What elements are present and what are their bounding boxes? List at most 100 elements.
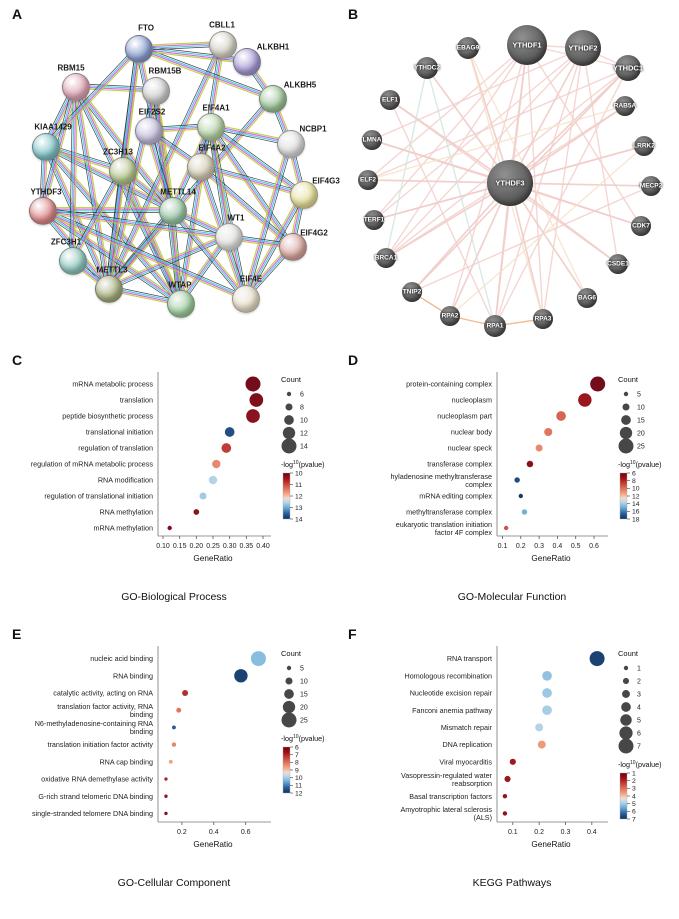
node-label-mettl3: METTL3: [96, 265, 128, 275]
edge: [169, 211, 244, 300]
legend-count-value: 10: [300, 418, 308, 425]
data-dot-9: [503, 525, 509, 531]
network-node-mettl3: [95, 275, 123, 303]
node-label-ythdf1: YTHDF1: [512, 40, 542, 50]
edge: [211, 123, 305, 193]
legend-count-value: 7: [637, 744, 641, 751]
legend-count-value: 20: [300, 705, 308, 712]
node-label-rpa3: RPA3: [534, 315, 552, 323]
category-label: translation initiation factor activity: [48, 740, 154, 749]
category-label: Homologous recombination: [405, 671, 493, 680]
legend-color-value: 5: [632, 801, 636, 808]
edge: [526, 44, 642, 227]
x-axis-title: GeneRatio: [531, 840, 571, 849]
node-label-ythdf2: YTHDF2: [568, 43, 598, 53]
category-label: single-stranded telomere DNA binding: [32, 809, 153, 818]
category-label: factor 4F complex: [435, 528, 493, 537]
legend-count-bubble: [620, 714, 632, 726]
edge: [201, 163, 294, 245]
go-mf-plot-area: 0.1 0.2 0.3 0.4 0.5 0.6 protein-containing com…: [347, 366, 677, 581]
network-node-rpa1: [484, 315, 506, 337]
legend-pvalue-title: -log10(pvalue): [281, 734, 325, 743]
legend-count-bubble: [286, 391, 292, 397]
edge: [542, 47, 584, 320]
node-label-alkbh1: ALKBH1: [256, 42, 290, 52]
legend-pvalue-title: -log10(pvalue): [618, 460, 662, 469]
network-node-ythdc2: [416, 57, 438, 79]
x-tick-label: 0.2: [516, 543, 526, 550]
network-node-ebag9: [457, 37, 479, 59]
edge: [123, 48, 141, 171]
dotplot-svg-go_bp: 0.10 0.15 0.20 0.25 0.30 0.35 0.40 mRNA metabol…: [31, 372, 325, 563]
node-label-ythdc1: YTHDC1: [612, 63, 644, 73]
legend-count-value: 5: [637, 718, 641, 725]
category-label: oxidative RNA demethylase activity: [41, 775, 153, 784]
go-mf-dotplot: 0.1 0.2 0.3 0.4 0.5 0.6 protein-containing com…: [347, 366, 677, 603]
node-label-wtap: WTAP: [168, 280, 192, 290]
edge: [119, 47, 136, 170]
node-label-rbm15: RBM15: [57, 63, 85, 73]
network-node-eif4g2: [279, 233, 307, 261]
category-label: eukaryotic translation initiation: [396, 520, 492, 529]
data-dot-9: [502, 811, 508, 816]
network-node-fto: [125, 35, 153, 63]
x-tick-label: 0.3: [534, 543, 544, 550]
legend-color-value: 10: [295, 470, 303, 477]
category-label: protein-containing complex: [406, 380, 492, 389]
legend-count-bubble: [618, 738, 634, 754]
category-label: Vasopressin-regulated water: [401, 771, 493, 780]
legend-count-value: 4: [637, 705, 641, 712]
edge: [108, 98, 274, 289]
legend-count-bubble: [623, 665, 629, 671]
legend-count-value: 5: [300, 666, 304, 673]
go-mf-title: GO-Molecular Function: [457, 591, 567, 603]
go-bp-dotplot: 0.10 0.15 0.20 0.25 0.30 0.35 0.40 mRNA metabol…: [8, 366, 340, 603]
panel-label-f: F: [348, 626, 357, 642]
edge: [106, 233, 228, 287]
category-label: nuclear speck: [448, 444, 493, 453]
legend-count-bubble: [621, 415, 631, 425]
go-bp-plot-area: 0.10 0.15 0.20 0.25 0.30 0.35 0.40 mRNA metabol…: [8, 366, 340, 581]
edge: [42, 207, 247, 297]
legend-color-value: 6: [632, 470, 636, 477]
category-label: mRNA editing complex: [419, 492, 492, 501]
node-label-brca1: BRCA1: [374, 254, 398, 262]
category-label: binding: [130, 710, 153, 719]
go-bp-title: GO-Biological Process: [121, 591, 227, 603]
data-dot-4: [535, 444, 543, 452]
legend-color-bar: [282, 472, 291, 520]
edge: [42, 208, 293, 246]
edge: [367, 105, 626, 181]
legend-color-value: 6: [295, 744, 299, 751]
go-cc-dotplot: 0.2 0.4 0.6 nucleic acid binding RNA binding…: [8, 640, 340, 889]
edge: [41, 210, 292, 248]
legend-pvalue-title: -log10(pvalue): [281, 460, 325, 469]
legend-color-value: 16: [632, 509, 640, 516]
edge: [389, 99, 496, 327]
edge: [43, 146, 180, 304]
x-axis-title: GeneRatio: [193, 554, 233, 563]
node-label-cbll1: CBLL1: [209, 20, 235, 30]
legend-count-bubble: [282, 700, 296, 714]
edge: [509, 182, 544, 320]
data-dot-7: [504, 775, 511, 783]
legend-count-bubble: [622, 403, 630, 411]
network-node-rpa2: [440, 306, 460, 326]
category-label: Basal transcription factors: [409, 792, 492, 801]
panel-label-c: C: [12, 352, 23, 368]
node-label-mettl14: METTL14: [160, 187, 196, 197]
node-label-bag6: BAG6: [577, 294, 597, 302]
x-tick-label: 0.6: [589, 543, 599, 550]
edge: [449, 182, 511, 317]
data-dot-0: [589, 651, 605, 667]
legend-color-value: 1: [632, 770, 636, 777]
data-dot-3: [224, 427, 235, 437]
network-node-eif4a2: [187, 153, 215, 181]
kegg-dotplot: 0.1 0.2 0.3 0.4 RNA transport Homologous reco…: [347, 640, 677, 889]
network-node-elf1: [380, 90, 400, 110]
go-cc-plot-area: 0.2 0.4 0.6 nucleic acid binding RNA binding…: [8, 640, 340, 867]
dotplot-svg-kegg: 0.1 0.2 0.3 0.4 RNA transport Homologous reco…: [401, 646, 662, 849]
x-axis-title: GeneRatio: [531, 554, 571, 563]
panel-label-a: A: [12, 6, 23, 22]
circular-network-panel: EBAG9 YTHDF1 YTHDF2 YTHDC1 RAB5A LRRK2 MECP2 CD…: [345, 8, 679, 350]
